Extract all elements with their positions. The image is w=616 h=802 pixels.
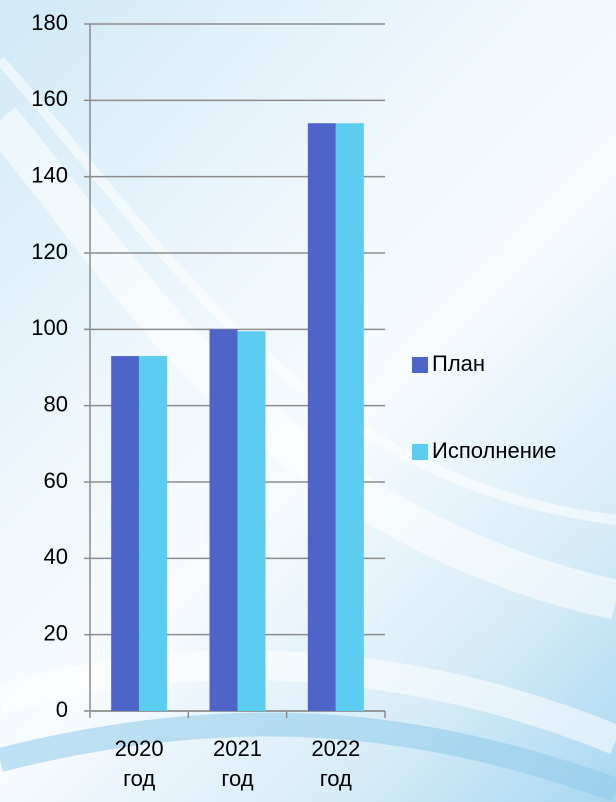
y-tick-label: 40 [44, 544, 68, 569]
x-tick-label: 2021 год [213, 736, 262, 791]
legend-swatch [412, 357, 428, 373]
y-tick-label: 20 [44, 620, 68, 645]
y-tick-label: 0 [56, 697, 68, 722]
bar [307, 123, 336, 711]
y-tick-label: 60 [44, 468, 68, 493]
bar [209, 329, 238, 711]
bar [335, 123, 364, 711]
y-tick-label: 160 [31, 86, 68, 111]
legend-label: Исполнение [432, 438, 556, 463]
legend-label: План [432, 351, 485, 376]
y-tick-label: 180 [31, 10, 68, 35]
bar [111, 356, 140, 711]
bar [139, 356, 168, 711]
x-tick-label: 2020 год [114, 736, 164, 791]
bar [237, 331, 266, 711]
y-tick-label: 100 [31, 315, 68, 340]
y-tick-label: 80 [44, 391, 68, 416]
y-tick-label: 140 [31, 162, 68, 187]
x-tick-label: 2022 год [311, 736, 361, 791]
y-tick-label: 120 [31, 239, 68, 264]
legend-swatch [412, 444, 428, 460]
